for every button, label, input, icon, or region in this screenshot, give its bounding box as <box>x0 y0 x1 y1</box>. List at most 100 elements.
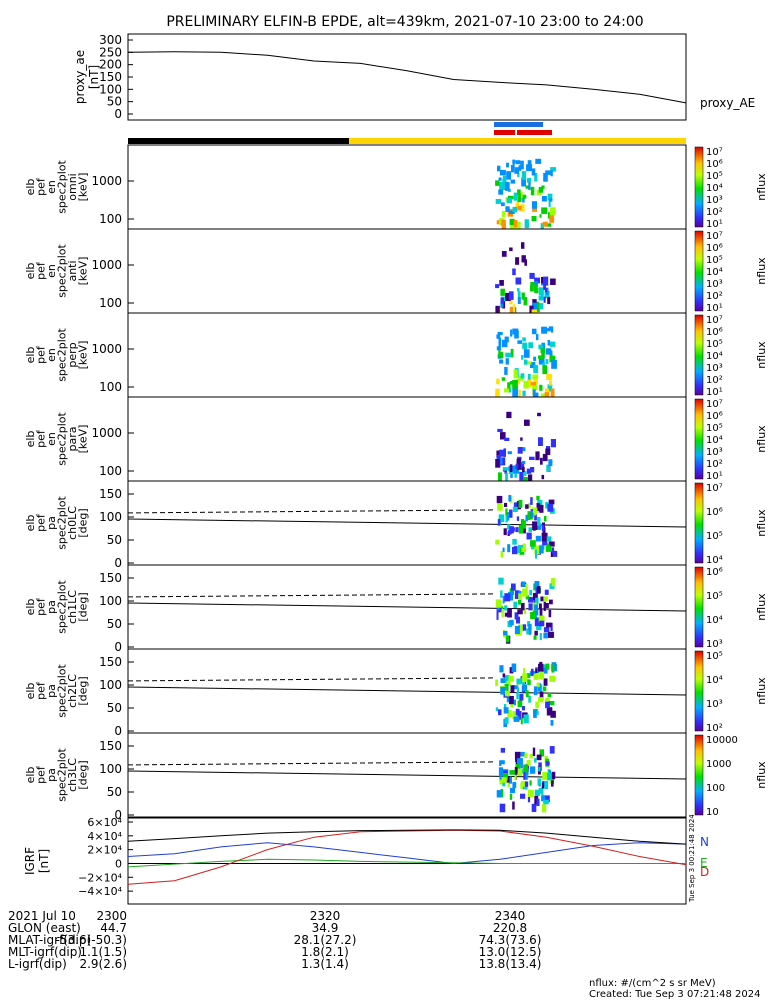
panel-6-ylabel-line-1: pef <box>35 681 48 700</box>
panel-2-pixel <box>518 389 521 397</box>
panel-2-pixel <box>505 352 512 358</box>
panel-5-pixel <box>496 611 499 620</box>
igrf-legend-N: N <box>700 835 709 849</box>
panel-3-cbar-tick-4: 10³ <box>706 447 723 458</box>
panel-6-pixel <box>531 668 534 676</box>
panel-3-pixel <box>499 457 506 466</box>
panel-3-pixel <box>548 459 553 467</box>
panel-1-pixel <box>539 303 544 310</box>
panel-6-pixel <box>523 714 529 724</box>
panel-5-cbar-tick-0: 10⁶ <box>706 567 723 578</box>
panel-2-pixel <box>498 348 501 358</box>
panel-1-pixel <box>545 287 548 293</box>
panel-0-ylabel-line-1: pef <box>35 177 48 196</box>
panel-3-cbar-tick-1: 10⁶ <box>706 411 723 422</box>
panel-1-pixel <box>509 247 513 252</box>
panel-4-losscone-line <box>127 518 687 528</box>
panel-7-antilosscone-line <box>127 761 495 766</box>
panel-4-pixel <box>528 527 533 532</box>
panel-2-ylabel-line-1: pef <box>35 345 48 364</box>
panel-4-pixel <box>505 514 508 523</box>
panel-2-pixel <box>546 373 552 380</box>
panel-2-pixel <box>527 361 532 365</box>
panel-1-pixel <box>529 305 534 313</box>
panel-5-pixel <box>530 612 535 619</box>
panel-3-pixel <box>545 448 551 455</box>
panel-2-pixel <box>542 365 548 375</box>
panel-7-pixel <box>547 772 552 781</box>
panel-6-pixel <box>539 691 544 700</box>
panel-0-pixel <box>502 184 506 190</box>
panel-1-pixel <box>516 288 520 292</box>
panel-1-pixel <box>538 287 544 295</box>
panel-6-pixel <box>512 685 518 690</box>
panel-1-pixel <box>530 285 534 292</box>
panel-7-pixel <box>512 782 517 789</box>
panel-5-ylabel-line-3: spec2plot <box>56 580 69 634</box>
panel-4-pixel <box>533 526 536 531</box>
panel-7-pixel <box>551 780 554 787</box>
panel-0-pixel <box>497 165 501 172</box>
panel-0-ylabel-line-3: spec2plot <box>56 160 69 214</box>
panel-0-cbar-tick-6: 10¹ <box>706 219 723 230</box>
panel-4-pixel <box>551 547 555 554</box>
panel-3-pixel <box>504 471 507 475</box>
panel-7-cbar-tick-3: 10 <box>706 807 719 818</box>
panel-5-pixel <box>543 632 548 639</box>
panel-2-spectrogram <box>495 326 557 397</box>
panel-6-pixel <box>533 673 539 680</box>
panel-7-ylabel-line-0: elb <box>24 767 37 784</box>
panel-1-ylabel-line-3: spec2plot <box>56 244 69 298</box>
panel-7-pixel <box>541 782 545 789</box>
panel-2-pixel <box>548 326 554 331</box>
panel-4-pixel <box>515 527 519 533</box>
table-row-label-0: 2021 Jul 10 <box>8 909 76 923</box>
igrf-side-stamp: Tue Sep 3 00:21:48 2024 <box>688 814 696 903</box>
panel-4-pixel <box>551 550 558 557</box>
panel-6-pixel <box>543 678 548 686</box>
panel-6-cbar-tick-2: 10³ <box>706 699 723 710</box>
panel-2-pixel <box>517 375 524 381</box>
panel-6-pixel <box>537 683 541 692</box>
panel-5-ytick-0: 150 <box>99 571 122 585</box>
panel-6-cbar-label: nflux <box>755 677 768 705</box>
panel-0-pixel <box>528 160 531 166</box>
panel-3-pixel <box>529 456 535 460</box>
panel-5-cbar-tick-3: 10³ <box>706 639 723 650</box>
panel-0-pixel <box>548 199 551 208</box>
panel-7-pixel <box>541 804 547 813</box>
panel-0-pixel <box>514 167 520 174</box>
igrf-legend-E: E <box>700 856 708 870</box>
panel-7-pixel <box>514 767 518 775</box>
panel-6-ylabel-line-0: elb <box>24 683 37 700</box>
panel-2-pixel <box>505 358 509 365</box>
panel-4-ylabel-line-3: spec2plot <box>56 496 69 550</box>
panel-1-pixel <box>521 255 526 263</box>
panel-7-cbar-tick-2: 100 <box>706 783 725 794</box>
panel-1-pixel <box>509 298 513 305</box>
panel-5-pixel <box>517 609 523 615</box>
panel-5-pixel <box>508 591 513 601</box>
panel-6-ytick-2: 50 <box>107 701 122 715</box>
panel-0-pixel <box>540 223 544 229</box>
panel-4-pixel <box>536 495 540 501</box>
panel-0-spectrogram <box>495 158 557 229</box>
panel-7-pixel <box>520 763 523 769</box>
igrf-ytick-2: 2×10⁴ <box>87 844 122 857</box>
panel-6-pixel <box>517 700 523 708</box>
panel-1-pixel <box>530 281 536 286</box>
igrf-ylabel-line-1: [nT] <box>37 849 51 873</box>
panel-5-pixel <box>528 603 533 611</box>
panel-2-pixel <box>501 339 508 348</box>
panel-0-pixel <box>495 199 502 204</box>
panel-4-pixel <box>507 512 510 521</box>
panel-5-pixel <box>543 596 548 602</box>
panel-5-spectrogram <box>495 577 555 644</box>
panel-0-pixel <box>495 180 500 186</box>
panel-7-pixel <box>529 753 533 759</box>
panel-7-pixel <box>524 752 528 758</box>
panel-7-pixel <box>517 758 523 764</box>
panel-4-pixel <box>548 499 555 505</box>
panel-5-cbar-tick-2: 10⁴ <box>706 615 723 626</box>
